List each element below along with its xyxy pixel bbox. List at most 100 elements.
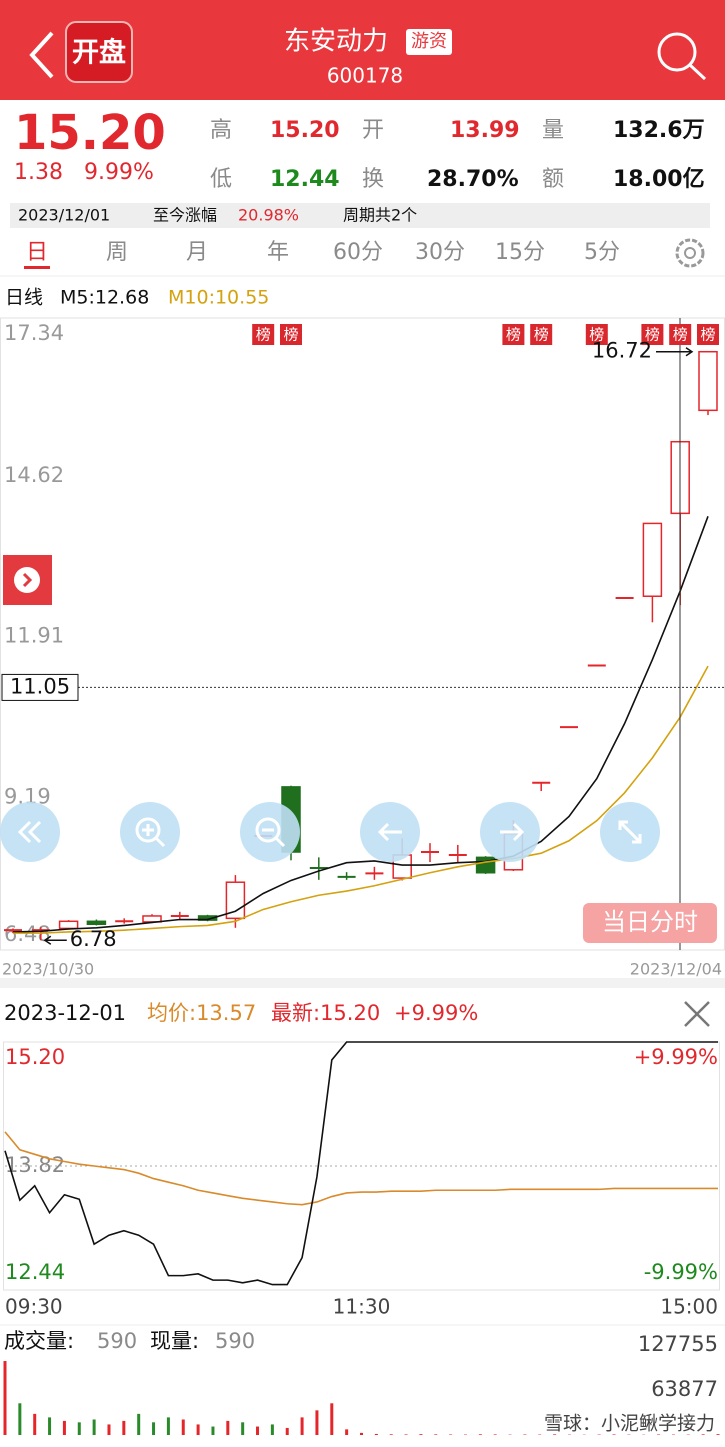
control-icons xyxy=(17,817,642,848)
y-tick-label: 6.48 xyxy=(4,922,51,946)
volume-bar xyxy=(389,1434,393,1435)
tab[interactable]: 周 xyxy=(106,240,128,265)
volume-bar xyxy=(62,1420,66,1435)
volume-bar xyxy=(211,1426,215,1435)
volume-bar xyxy=(166,1417,170,1435)
intraday-button-bg[interactable] xyxy=(583,903,717,943)
volume-bar xyxy=(256,1426,260,1435)
high-marker: 16.72 xyxy=(592,339,652,363)
tag-box xyxy=(406,29,452,55)
stock-name: 东安动力 xyxy=(284,27,388,57)
chart-title: 日线 xyxy=(5,287,43,309)
volume-bar xyxy=(241,1422,245,1435)
volume-bar xyxy=(77,1422,81,1435)
stat-value: 15.20 xyxy=(270,118,340,143)
intraday-button[interactable]: 当日分时 xyxy=(602,908,698,936)
badge-box xyxy=(530,324,553,345)
change: +9.99% xyxy=(394,1001,478,1025)
y-tick-label: 13.82 xyxy=(5,1153,65,1177)
badge-box xyxy=(669,324,692,345)
y-tick-label: 127755 xyxy=(638,1332,718,1356)
tab[interactable]: 日 xyxy=(26,240,48,265)
change-pct: 9.99% xyxy=(84,160,154,185)
zoom-out-button[interactable] xyxy=(240,802,300,862)
volume-bar xyxy=(419,1434,423,1435)
stat-label: 低 xyxy=(210,167,232,192)
badge: 榜 xyxy=(256,326,271,344)
low-marker: 6.78 xyxy=(70,927,117,951)
volume-bar xyxy=(122,1420,126,1435)
close-button[interactable] xyxy=(684,1001,710,1027)
badge: 榜 xyxy=(700,326,715,344)
gain-label: 至今涨幅 xyxy=(153,206,217,225)
crosshair-label-box xyxy=(1,673,79,701)
stat-label: 量 xyxy=(542,118,564,143)
x-tick-label: 15:00 xyxy=(660,1295,718,1319)
tab[interactable]: 60分 xyxy=(333,240,383,265)
settings-button[interactable] xyxy=(675,238,705,268)
candle-body xyxy=(86,920,107,926)
volume-bar xyxy=(360,1432,363,1435)
crosshair-label: 11.05 xyxy=(10,674,70,698)
candle-body xyxy=(142,915,162,923)
volume-bar xyxy=(92,1419,96,1435)
high-arrow xyxy=(656,347,694,357)
period-date: 2023/12/01 xyxy=(18,206,110,225)
y-tick-label: 17.34 xyxy=(4,321,64,345)
volume-bar xyxy=(701,1434,705,1435)
y2-tick-label: +9.99% xyxy=(634,1045,718,1069)
readout-value: 590 xyxy=(215,1329,255,1353)
volume-bar xyxy=(493,1434,497,1435)
series-line xyxy=(4,1041,718,1286)
legend-entry: 最新:15.20 xyxy=(271,1001,380,1025)
x-tick-label: 09:30 xyxy=(5,1295,63,1319)
readout-label: 成交量: xyxy=(4,1329,74,1353)
search-button[interactable] xyxy=(657,32,707,81)
y-tick-label: 15.20 xyxy=(5,1045,65,1069)
stat-label: 高 xyxy=(210,118,232,143)
y-tick-label: 12.44 xyxy=(5,1260,65,1284)
stat-value: 18.00亿 xyxy=(613,167,705,192)
logo[interactable] xyxy=(65,21,133,83)
stat-label: 换 xyxy=(362,167,384,192)
tab[interactable]: 15分 xyxy=(495,240,545,265)
tab[interactable]: 年 xyxy=(267,240,289,265)
tab[interactable]: 5分 xyxy=(584,240,620,265)
volume-bar xyxy=(404,1434,408,1435)
badge-box xyxy=(641,324,664,345)
tab[interactable]: 30分 xyxy=(415,240,465,265)
stat-value: 13.99 xyxy=(450,118,520,143)
volume-bar xyxy=(345,1429,349,1435)
volume-bar xyxy=(434,1434,438,1435)
section-divider xyxy=(0,978,725,988)
intraday-chart: 15.20 13.82 12.44 +9.99% -9.99% 09:30 11:30 15:… xyxy=(4,1041,718,1319)
volume-bar xyxy=(330,1403,334,1435)
zoom-in-button[interactable] xyxy=(120,802,180,862)
volume-bar xyxy=(152,1422,156,1435)
back-button[interactable] xyxy=(29,31,54,79)
y2-tick-label: -9.99% xyxy=(644,1260,718,1284)
price: 15.20 xyxy=(14,105,166,161)
stat-value: 132.6万 xyxy=(613,118,705,143)
badge: 榜 xyxy=(534,326,549,344)
tab[interactable]: 月 xyxy=(186,240,208,265)
volume-bar xyxy=(716,1434,720,1435)
intraday-date: 2023-12-01 xyxy=(4,1001,126,1025)
chart-controls xyxy=(0,802,660,862)
badge-box xyxy=(252,324,275,345)
volume-bar xyxy=(270,1424,274,1435)
volume-bar xyxy=(478,1434,482,1435)
stock-code: 600178 xyxy=(327,64,403,88)
readout-value: 590 xyxy=(97,1329,137,1353)
x-tick-label: 2023/12/04 xyxy=(630,960,722,979)
legend-entry: M10:10.55 xyxy=(168,287,269,309)
volume-bar xyxy=(137,1413,141,1435)
y-tick-label: 11.91 xyxy=(4,624,64,648)
volume-bar xyxy=(33,1413,37,1435)
series-line xyxy=(4,1131,718,1206)
candle-body xyxy=(225,881,246,920)
side-expand-button[interactable] xyxy=(3,555,52,605)
gain: 20.98% xyxy=(238,206,299,225)
badge: 榜 xyxy=(645,326,660,344)
